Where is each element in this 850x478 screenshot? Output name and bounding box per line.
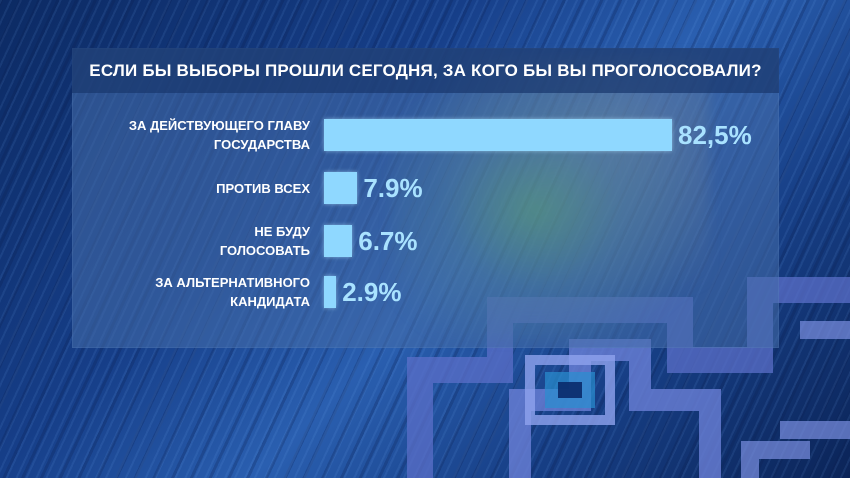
category-label: ЗА АЛЬТЕРНАТИВНОГО КАНДИДАТА: [155, 275, 310, 309]
bar: [324, 276, 337, 308]
category-label: ПРОТИВ ВСЕХ: [216, 180, 310, 196]
value-label: 82,5%: [678, 120, 752, 150]
bar: [324, 119, 672, 151]
value-label: 7.9%: [363, 173, 423, 203]
value-label: 2.9%: [342, 277, 402, 307]
category-label: ЗА ДЕЙСТВУЮЩЕГО ГЛАВУ ГОСУДАРСТВА: [128, 118, 310, 152]
chart-title-bar: ЕСЛИ БЫ ВЫБОРЫ ПРОШЛИ СЕГОДНЯ, ЗА КОГО Б…: [72, 48, 779, 93]
bar: [324, 172, 358, 204]
blurred-background-image: [390, 55, 710, 340]
value-label: 6.7%: [358, 226, 418, 256]
category-label: НЕ БУДУ ГОЛОСОВАТЬ: [219, 224, 310, 258]
chart-title: ЕСЛИ БЫ ВЫБОРЫ ПРОШЛИ СЕГОДНЯ, ЗА КОГО Б…: [89, 60, 762, 80]
bar: [324, 225, 353, 257]
